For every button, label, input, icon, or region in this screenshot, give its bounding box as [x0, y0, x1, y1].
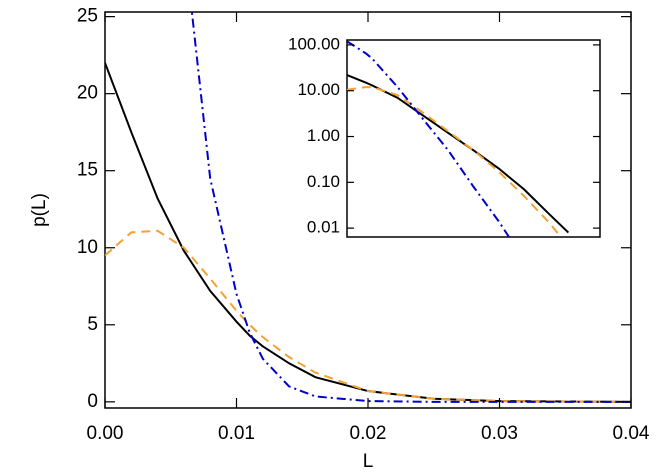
y-tick-label: 0.01: [307, 218, 340, 237]
y-tick-label: 25: [77, 6, 98, 27]
series-line: [105, 62, 631, 403]
y-tick-label: 100.00: [288, 34, 340, 53]
x-axis-label: L: [363, 451, 374, 472]
y-tick-label: 0: [87, 391, 98, 412]
y-tick-label: 10.00: [297, 80, 340, 99]
inset-plot: 0.01 0.10 1.00 10.00 100.00: [288, 34, 601, 238]
x-tick-label: 0.00: [87, 423, 124, 444]
y-axis-label: p(L): [29, 193, 50, 227]
series-line: [347, 74, 570, 234]
y-tick-label: 10: [77, 237, 98, 258]
plot-frame: [346, 39, 601, 238]
series-line: [105, 229, 631, 403]
x-tick-label: 0.04: [613, 423, 650, 444]
x-tick-label: 0.01: [218, 423, 255, 444]
y-tick-label: 0.10: [307, 172, 340, 191]
y-tick-label: 20: [77, 83, 98, 104]
series-line: [347, 86, 563, 237]
y-tick-label: 5: [87, 314, 98, 335]
y-tick-label: 15: [77, 160, 98, 181]
x-tick-label: 0.02: [350, 423, 387, 444]
x-tick-label: 0.03: [481, 423, 518, 444]
y-tick-label: 1.00: [307, 126, 340, 145]
